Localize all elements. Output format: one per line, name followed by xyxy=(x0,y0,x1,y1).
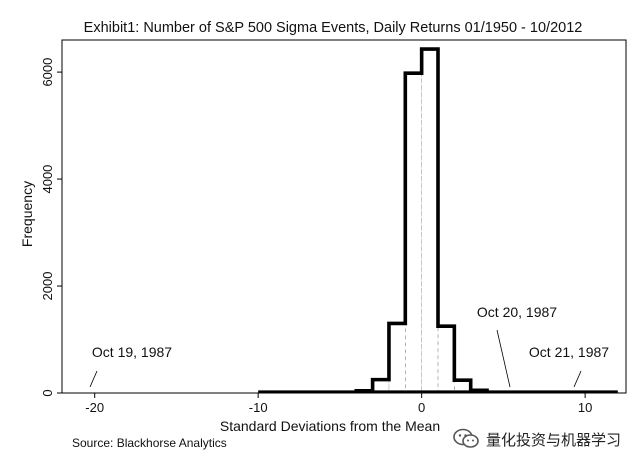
histogram-bar xyxy=(388,323,406,394)
histogram-bar xyxy=(405,72,422,394)
y-tick-label: 4000 xyxy=(40,165,55,194)
annotations: Oct 19, 1987 Oct 20, 1987 Oct 21, 1987 xyxy=(89,304,609,388)
source-note: Source: Blackhorse Analytics xyxy=(72,436,227,450)
x-axis-label: Standard Deviations from the Mean xyxy=(220,418,440,434)
axes: 0 2000 4000 6000 -20 -10 0 10 xyxy=(40,39,627,415)
histogram-bar xyxy=(372,379,390,394)
annotation-pointer xyxy=(89,370,98,388)
y-tick-label: 0 xyxy=(40,389,55,396)
annotation-label: Oct 21, 1987 xyxy=(529,344,609,360)
x-tick-label: 0 xyxy=(418,400,425,415)
watermark-text: 量化投资与机器学习 xyxy=(486,430,622,449)
annotation-pointer xyxy=(496,329,511,388)
wechat-icon xyxy=(453,428,479,448)
y-tick-label: 2000 xyxy=(40,272,55,301)
x-tick-label: 10 xyxy=(578,400,592,415)
histogram-bar xyxy=(470,390,488,394)
histogram-bars xyxy=(258,47,618,394)
annotation-pointer xyxy=(573,370,582,388)
annotation-label: Oct 20, 1987 xyxy=(477,304,557,320)
histogram-bar xyxy=(421,48,439,394)
watermark: 量化投资与机器学习 xyxy=(452,424,621,454)
y-tick-label: 6000 xyxy=(40,58,55,87)
x-tick-label: -20 xyxy=(85,400,104,415)
chart-title: Exhibit1: Number of S&P 500 Sigma Events… xyxy=(84,20,583,36)
histogram-bar xyxy=(355,390,373,394)
histogram-bar xyxy=(437,325,455,394)
histogram-bar xyxy=(454,379,471,394)
histogram-outline xyxy=(354,47,489,393)
annotation-label: Oct 19, 1987 xyxy=(92,344,172,360)
x-tick-label: -10 xyxy=(249,400,268,415)
plot-frame xyxy=(61,39,627,394)
y-axis-label: Frequency xyxy=(19,181,35,247)
